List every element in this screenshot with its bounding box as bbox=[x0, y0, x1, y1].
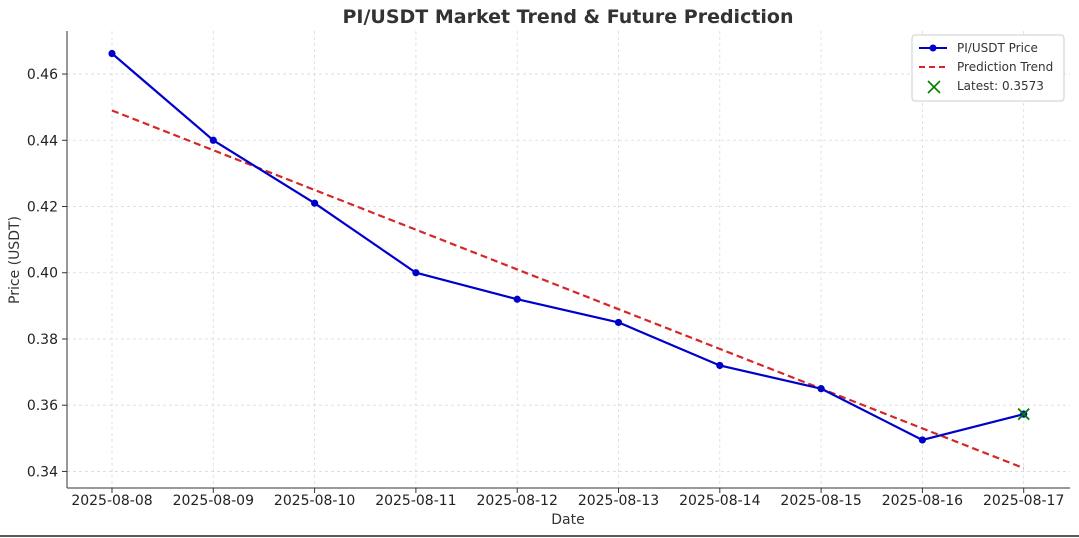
y-tick-label: 0.34 bbox=[27, 464, 58, 480]
x-tick-label: 2025-08-17 bbox=[983, 493, 1064, 509]
y-tick-label: 0.38 bbox=[27, 332, 58, 348]
x-tick-label: 2025-08-14 bbox=[679, 493, 760, 509]
x-tick-label: 2025-08-16 bbox=[882, 493, 963, 509]
y-axis-label: Price (USDT) bbox=[7, 216, 23, 304]
price-point bbox=[311, 199, 319, 207]
x-tick-label: 2025-08-10 bbox=[274, 493, 355, 509]
x-axis-label: Date bbox=[551, 512, 584, 528]
latest-x-stroke bbox=[1017, 408, 1030, 421]
price-line bbox=[111, 52, 1024, 442]
x-tick-label: 2025-08-13 bbox=[578, 493, 659, 509]
prediction-trend-series bbox=[111, 109, 1025, 470]
x-tick-label: 2025-08-12 bbox=[477, 493, 558, 509]
x-tick-label: 2025-08-09 bbox=[173, 493, 254, 509]
chart-title: PI/USDT Market Trend & Future Prediction bbox=[342, 6, 793, 28]
latest-x-marker bbox=[1017, 408, 1030, 421]
legend-price-marker bbox=[929, 44, 937, 52]
legend-latest-label: Latest: 0.3573 bbox=[957, 79, 1044, 93]
price-point bbox=[412, 269, 420, 277]
x-tick-label: 2025-08-08 bbox=[71, 493, 152, 509]
legend: PI/USDT Price Prediction Trend Latest: 0… bbox=[911, 34, 1065, 102]
price-point bbox=[209, 136, 217, 144]
prediction-trend-line bbox=[111, 109, 1025, 470]
x-tick-label: 2025-08-11 bbox=[375, 493, 456, 509]
legend-trend-label: Prediction Trend bbox=[957, 60, 1053, 74]
y-tick-label: 0.46 bbox=[27, 67, 58, 83]
y-tick-label: 0.40 bbox=[27, 266, 58, 282]
grid-lines bbox=[67, 31, 1070, 488]
price-point bbox=[614, 318, 623, 327]
x-tick-label: 2025-08-15 bbox=[780, 493, 861, 509]
price-point bbox=[918, 436, 927, 444]
legend-box bbox=[911, 34, 1065, 102]
price-point bbox=[108, 49, 116, 58]
y-tick-label: 0.36 bbox=[27, 398, 58, 414]
price-point bbox=[716, 361, 724, 370]
price-point bbox=[513, 295, 521, 303]
price-point bbox=[817, 385, 825, 393]
legend-latest-marker bbox=[927, 80, 941, 94]
legend-price-label: PI/USDT Price bbox=[957, 41, 1038, 55]
y-tick-label: 0.42 bbox=[27, 200, 58, 216]
latest-marker-group bbox=[1017, 408, 1030, 421]
y-tick-label: 0.44 bbox=[27, 133, 58, 149]
axes: 2025-08-08 2025-08-09 2025-08-10 2025-08-11… bbox=[27, 31, 1070, 509]
